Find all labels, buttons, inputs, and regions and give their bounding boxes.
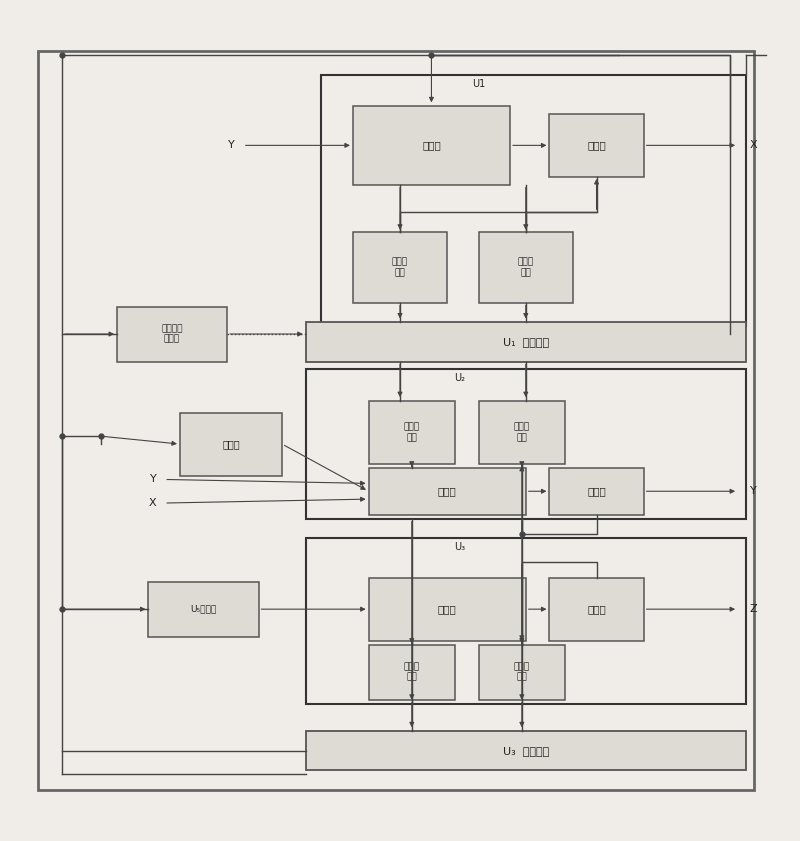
Text: U₅乘法器: U₅乘法器: [190, 605, 217, 614]
Text: 分数阶
积分: 分数阶 积分: [514, 422, 530, 442]
Text: 分数阶
积分: 分数阶 积分: [518, 257, 534, 277]
Bar: [306, 322, 746, 362]
Text: 整数阶
积分: 整数阶 积分: [392, 257, 408, 277]
Text: 反相器: 反相器: [587, 140, 606, 151]
Text: X: X: [750, 140, 758, 151]
Bar: [180, 413, 282, 475]
Text: Y: Y: [228, 140, 235, 151]
Text: 整数阶
积分: 整数阶 积分: [404, 422, 420, 442]
Bar: [306, 538, 746, 704]
Text: Y: Y: [150, 474, 156, 484]
Text: 反相器: 反相器: [587, 486, 606, 496]
Bar: [149, 582, 258, 637]
Text: X: X: [149, 498, 156, 508]
Bar: [353, 232, 447, 303]
Bar: [550, 468, 644, 515]
Text: U₂: U₂: [454, 373, 466, 383]
Bar: [306, 731, 746, 770]
Bar: [369, 578, 526, 641]
Text: Y: Y: [750, 486, 757, 496]
Text: 乘法器: 乘法器: [222, 439, 240, 449]
Text: 加法器: 加法器: [422, 140, 441, 151]
Text: Z: Z: [750, 604, 758, 614]
Bar: [478, 232, 573, 303]
Bar: [322, 75, 746, 326]
Bar: [353, 106, 510, 185]
Bar: [550, 114, 644, 177]
Bar: [306, 369, 746, 519]
Text: 整数阶
积分: 整数阶 积分: [404, 663, 420, 682]
Bar: [478, 401, 565, 463]
Text: 加法器: 加法器: [438, 486, 457, 496]
Text: U₃: U₃: [454, 542, 466, 553]
Text: U₁  模拟开关: U₁ 模拟开关: [502, 337, 549, 346]
Bar: [369, 468, 526, 515]
Text: 反相器: 反相器: [587, 604, 606, 614]
Bar: [369, 401, 455, 463]
Text: 加法器: 加法器: [438, 604, 457, 614]
Text: 分数阶
积分: 分数阶 积分: [514, 663, 530, 682]
Bar: [117, 306, 227, 362]
Text: U1: U1: [472, 78, 485, 88]
Bar: [478, 644, 565, 700]
Text: 指指电压
控制器: 指指电压 控制器: [162, 325, 182, 344]
Text: U₃  模拟开关: U₃ 模拟开关: [502, 746, 549, 756]
Bar: [550, 578, 644, 641]
Bar: [369, 644, 455, 700]
